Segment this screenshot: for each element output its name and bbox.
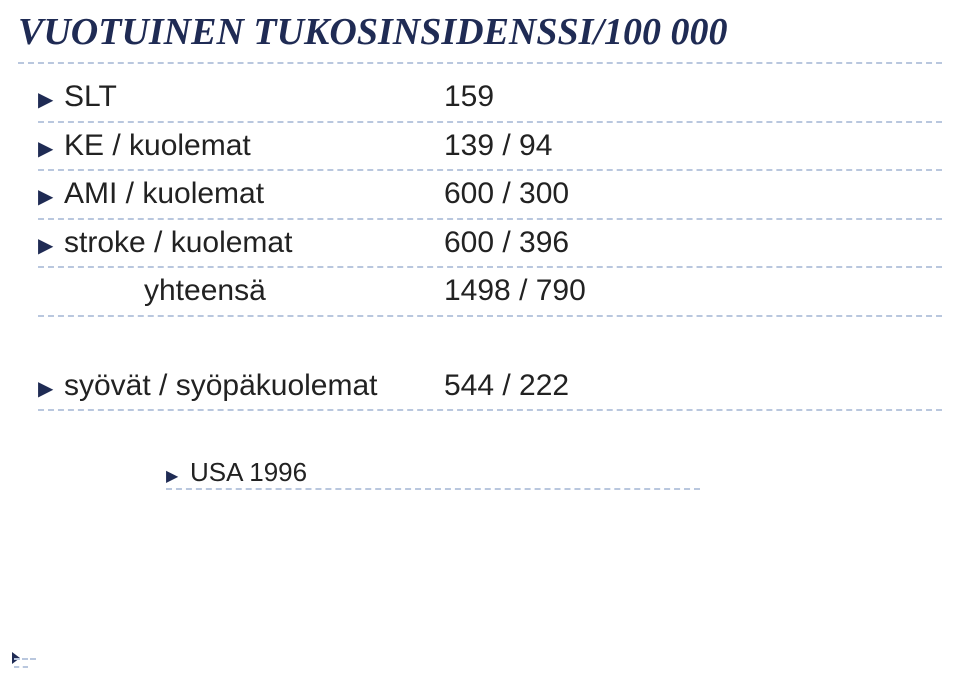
footer-decor-icon	[14, 650, 36, 670]
bullet-icon: ▶	[38, 374, 64, 405]
item-label: AMI / kuolemat	[64, 171, 444, 218]
incidence-list: ▶ SLT 159 ▶ KE / kuolemat 139 / 94 ▶ AMI…	[0, 64, 960, 490]
total-label: yhteensä	[64, 268, 444, 315]
item-label: SLT	[64, 74, 444, 121]
item-label: syövät / syöpäkuolemat	[64, 363, 444, 410]
item-value: 600 / 396	[444, 220, 960, 267]
total-value: 1498 / 790	[444, 268, 960, 315]
bullet-icon: ▶	[38, 231, 64, 262]
bullet-icon: ▶	[38, 134, 64, 165]
source-label: USA 1996	[190, 457, 307, 488]
bullet-icon: ▶	[166, 466, 190, 486]
total-row: yhteensä 1498 / 790	[38, 268, 960, 315]
item-label: KE / kuolemat	[64, 123, 444, 170]
bullet-icon: ▶	[38, 182, 64, 213]
page-title: VUOTUINEN TUKOSINSIDENSSI/100 000	[0, 0, 960, 62]
item-value: 544 / 222	[444, 363, 960, 410]
list-item: ▶ SLT 159	[38, 74, 960, 121]
list-item: ▶ KE / kuolemat 139 / 94	[38, 123, 960, 170]
list-item: ▶ stroke / kuolemat 600 / 396	[38, 220, 960, 267]
item-value: 159	[444, 74, 960, 121]
list-item: ▶ AMI / kuolemat 600 / 300	[38, 171, 960, 218]
secondary-item: ▶ syövät / syöpäkuolemat 544 / 222	[38, 363, 960, 410]
source-item: ▶ USA 1996	[166, 457, 960, 488]
source-list: ▶ USA 1996	[38, 411, 960, 490]
item-value: 139 / 94	[444, 123, 960, 170]
item-value: 600 / 300	[444, 171, 960, 218]
bullet-icon: ▶	[38, 85, 64, 116]
item-label: stroke / kuolemat	[64, 220, 444, 267]
